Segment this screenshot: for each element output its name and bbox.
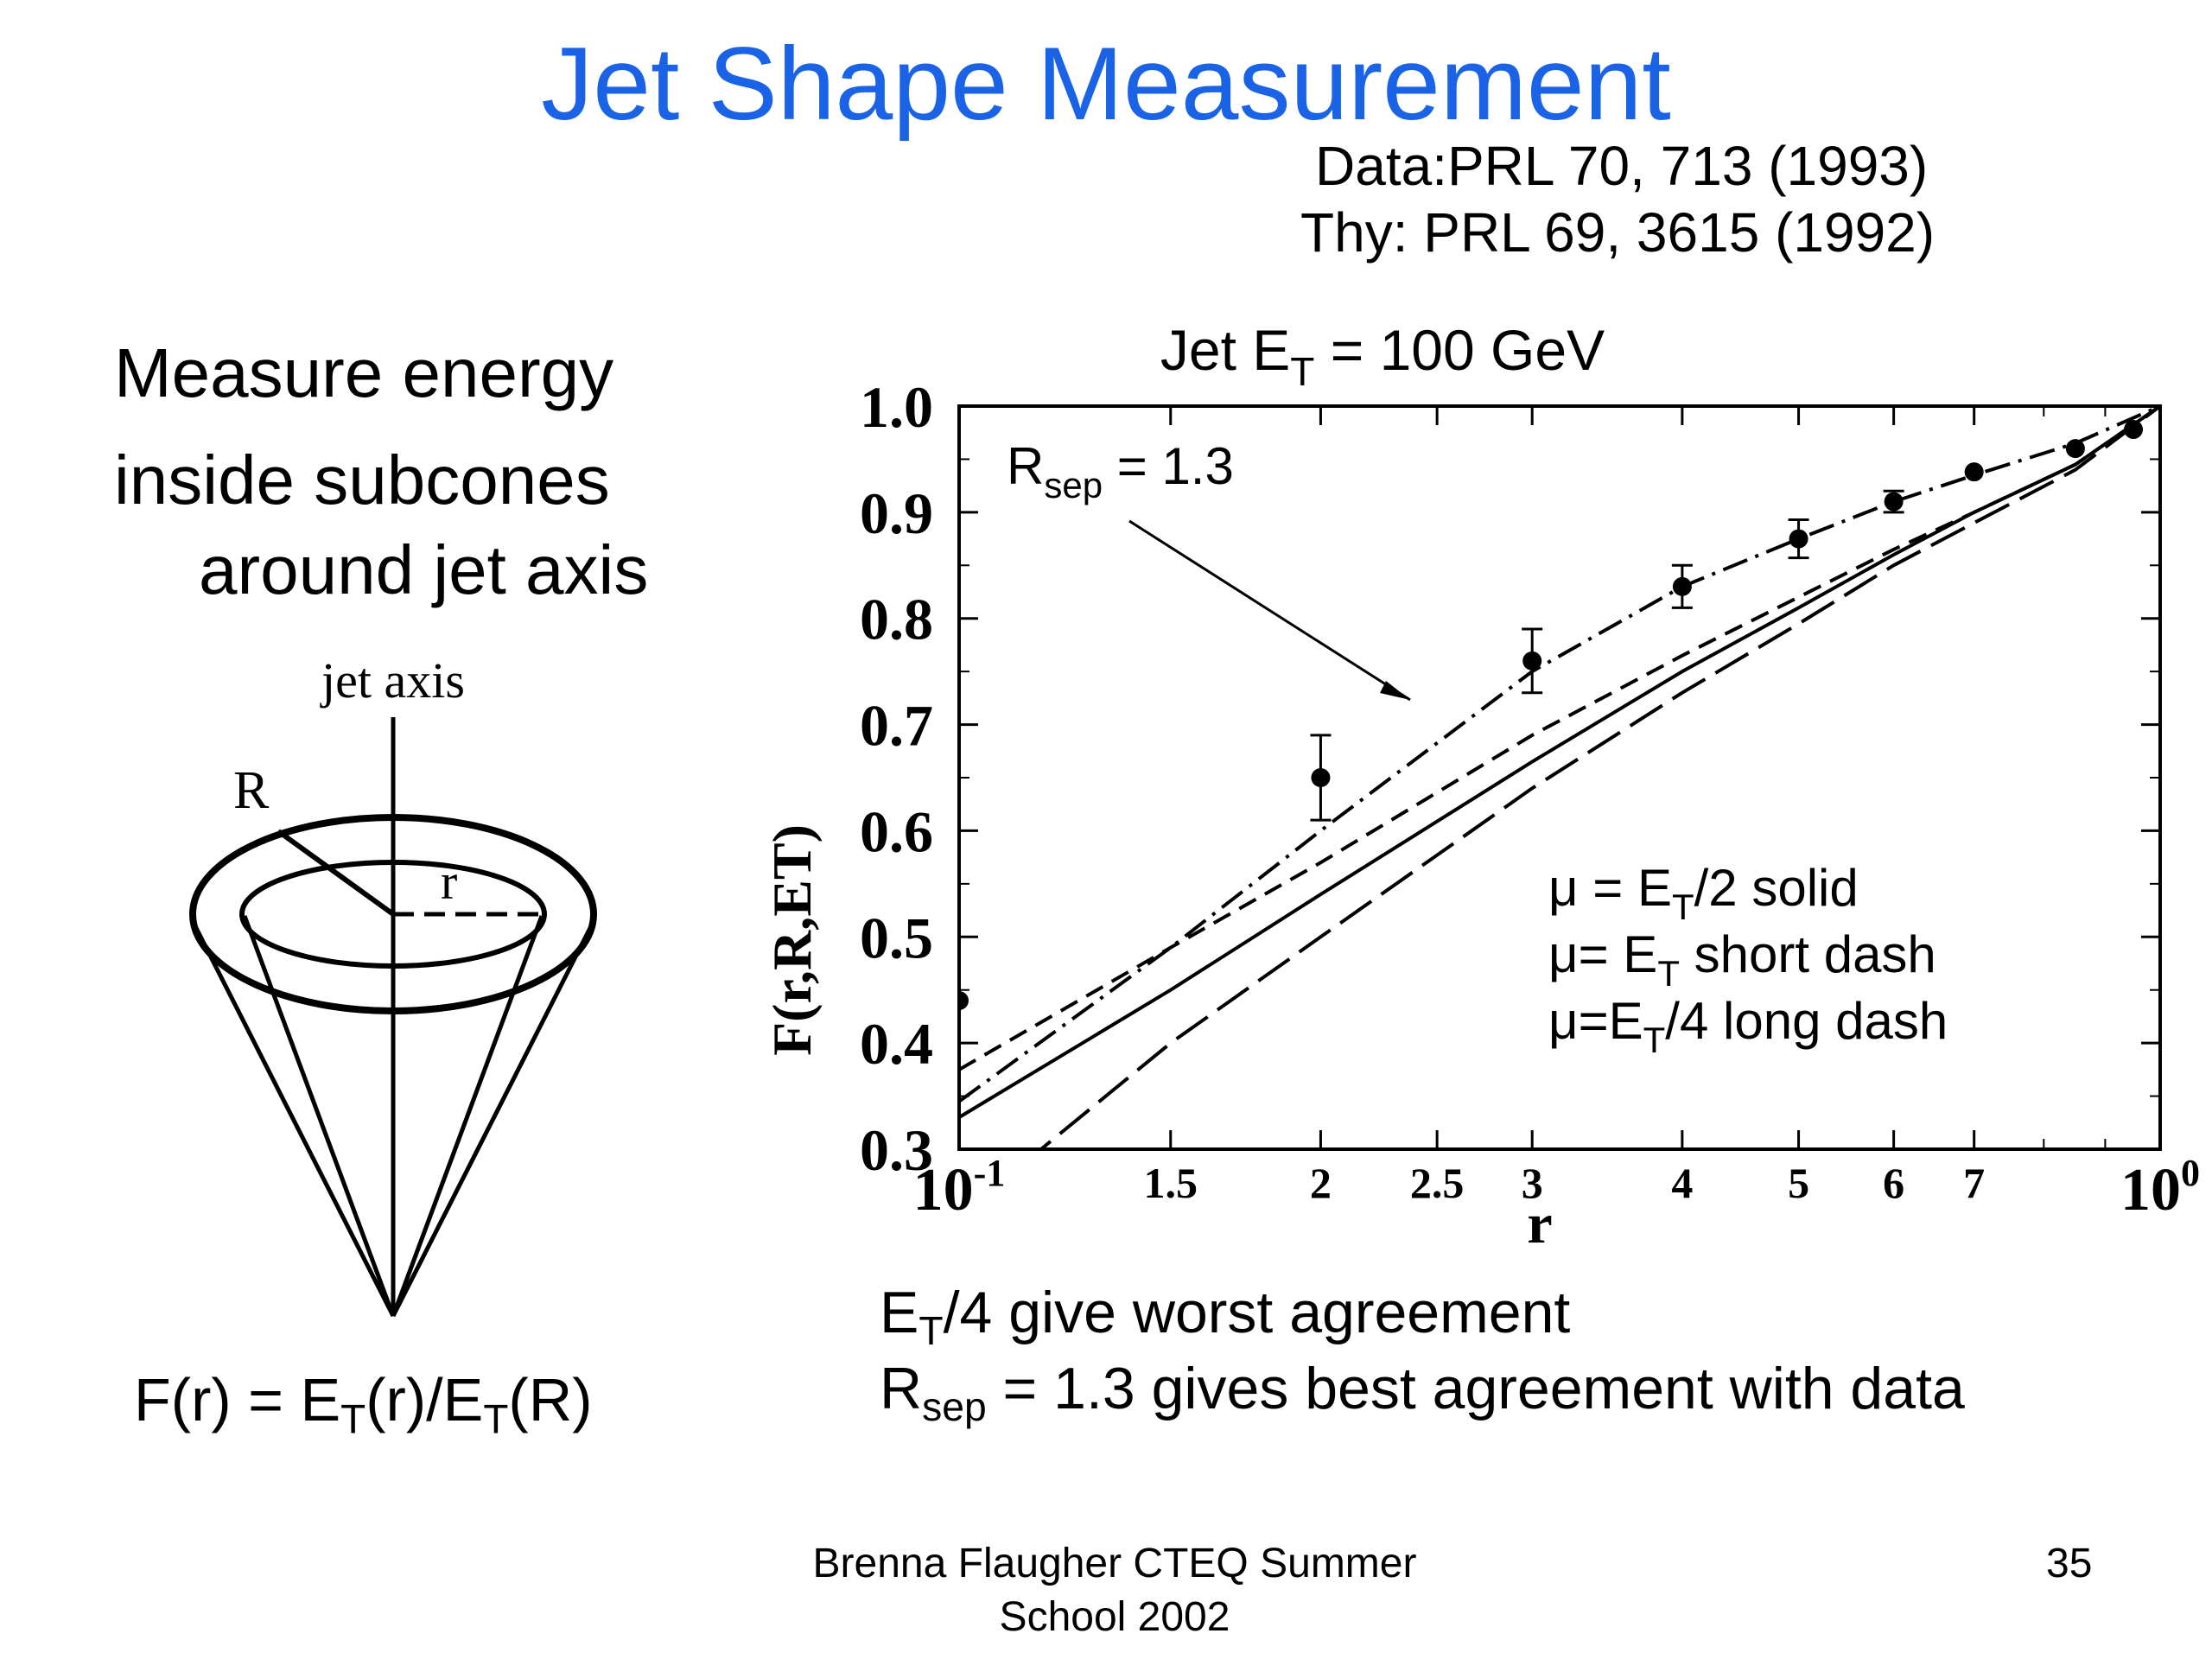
legend-entry-short-dash: μ= ET short dash (1548, 925, 1936, 994)
jet-shape-formula: F(r) = ET(r)/ET(R) (134, 1366, 593, 1443)
data-point (2124, 420, 2144, 440)
data-point (1964, 462, 1984, 482)
y-tick-label: 0.3 (860, 1117, 933, 1183)
inner-cone-right-edge (391, 915, 544, 1317)
footer-author: Brenna Flaugher CTEQ Summer (812, 1541, 1417, 1586)
legend-entry-solid: μ = ET/2 solid (1548, 859, 1859, 927)
outer-cone-right-edge (391, 923, 594, 1318)
plot-area: 1.0 0.9 0.8 0.7 0.6 0.5 0.4 0.310-1 1.5 2 2.5 3 4 5 6 7… (860, 374, 2200, 1224)
rsep-annotation-arrowhead (1380, 681, 1410, 700)
x-tick-label: 3 (1522, 1159, 1543, 1207)
series-line-solid (959, 406, 2160, 1119)
y-tick-label: 0.7 (860, 693, 933, 759)
y-tick-label: 0.5 (860, 905, 933, 970)
data-reference: Data:PRL 70, 713 (1993) (1315, 135, 1929, 197)
chart-legend: μ = ET/2 solid μ= ET short dash μ=ET/4 l… (1548, 859, 1948, 1060)
y-axis-label: F(r,R,ET) (761, 824, 823, 1056)
outer-cone-left-edge (192, 923, 396, 1318)
outer-radius-line (276, 829, 395, 917)
conclusion-line-2: Rsep = 1.3 gives best agreement with dat… (880, 1356, 1965, 1429)
conclusion-line-1: ET/4 give worst agreement (880, 1280, 1571, 1353)
inner-cone-rim (239, 860, 547, 969)
x-tick-label: 6 (1883, 1159, 1904, 1207)
x-tick-label: 7 (1963, 1159, 1985, 1207)
left-text-line-3: around jet axis (199, 531, 649, 608)
slide-title: Jet Shape Measurement (541, 26, 1671, 142)
y-tick-label: 0.4 (860, 1011, 933, 1077)
x-axis-label: r (1527, 1192, 1552, 1255)
outer-cone-rim (189, 814, 597, 1014)
data-point (1789, 529, 1808, 549)
data-point (1522, 651, 1542, 671)
y-tick-label: 0.8 (860, 587, 933, 652)
data-point (2065, 439, 2085, 459)
inner-radius-label: r (441, 854, 457, 910)
rsep-annotation: Rsep = 1.3 (1007, 437, 1234, 505)
jet-axis-label: jet axis (320, 657, 465, 709)
x-tick-label: 100 (2120, 1152, 2200, 1224)
x-tick-label: 5 (1788, 1159, 1809, 1207)
theory-reference: Thy: PRL 69, 3615 (1992) (1300, 201, 1936, 264)
x-tick-label: 2.5 (1410, 1159, 1465, 1207)
x-tick-label: 1.5 (1144, 1159, 1198, 1207)
x-tick-label: 10-1 (913, 1152, 1006, 1224)
series-line-dashdot (959, 406, 2160, 1103)
outer-radius-label: R (233, 761, 270, 820)
page-number: 35 (2046, 1541, 2093, 1586)
y-tick-label: 1.0 (860, 374, 933, 440)
rsep-annotation-arrow (1128, 519, 1411, 702)
data-point (959, 991, 969, 1010)
cone-diagram: jet axis R r (189, 657, 597, 1318)
x-tick-label: 2 (1310, 1159, 1332, 1207)
data-point (1884, 492, 1904, 512)
legend-entry-long-dash: μ=ET/4 long dash (1548, 992, 1948, 1060)
series-line-longdash (1039, 406, 2160, 1149)
left-text-line-1: Measure energy (114, 334, 614, 411)
inner-cone-left-edge (242, 915, 396, 1317)
footer-event: School 2002 (999, 1594, 1230, 1640)
x-tick-label: 4 (1671, 1159, 1693, 1207)
data-point (1672, 576, 1692, 596)
y-tick-label: 0.9 (860, 480, 933, 546)
chart-title: Jet ET = 100 GeV (1160, 318, 1605, 394)
left-text-line-2: inside subcones (114, 442, 610, 518)
jet-shape-chart: Jet ET = 100 GeV F(r,R,ET) r 1.0 0.9 0.8 0.… (761, 318, 2200, 1255)
y-tick-label: 0.6 (860, 798, 933, 864)
data-point (1311, 768, 1331, 787)
